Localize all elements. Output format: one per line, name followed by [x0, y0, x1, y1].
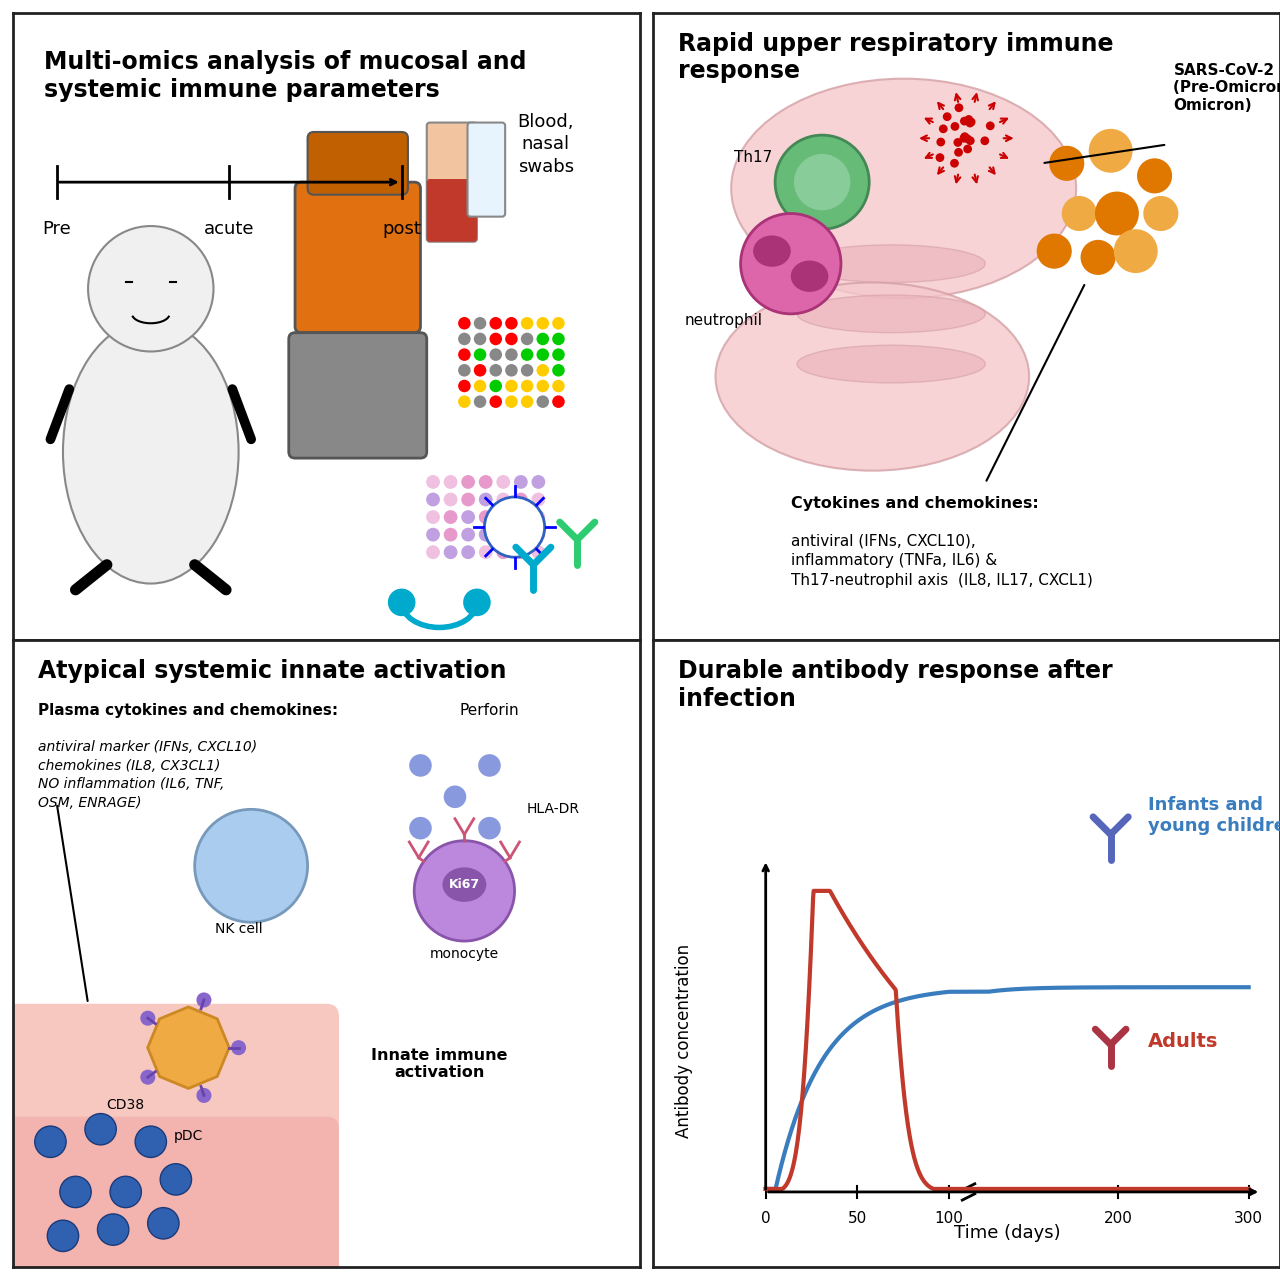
- Text: Multi-omics analysis of mucosal and
systemic immune parameters: Multi-omics analysis of mucosal and syst…: [44, 50, 526, 102]
- Circle shape: [776, 136, 869, 229]
- Circle shape: [552, 364, 564, 376]
- Circle shape: [536, 396, 549, 408]
- Circle shape: [160, 1164, 192, 1196]
- Circle shape: [461, 493, 475, 507]
- Circle shape: [531, 545, 545, 559]
- Circle shape: [521, 396, 534, 408]
- Circle shape: [479, 527, 493, 541]
- Ellipse shape: [731, 78, 1076, 298]
- Text: 0: 0: [760, 1211, 771, 1226]
- Circle shape: [1080, 239, 1116, 275]
- Text: post: post: [383, 220, 421, 238]
- Circle shape: [1061, 196, 1097, 232]
- Circle shape: [489, 396, 502, 408]
- Circle shape: [531, 527, 545, 541]
- Circle shape: [506, 380, 517, 392]
- Circle shape: [531, 511, 545, 524]
- Circle shape: [552, 333, 564, 346]
- Text: Innate immune
activation: Innate immune activation: [371, 1047, 508, 1080]
- Circle shape: [474, 333, 486, 346]
- Circle shape: [515, 475, 527, 489]
- Ellipse shape: [63, 320, 238, 584]
- Text: Infants and
young children: Infants and young children: [1148, 796, 1280, 835]
- Circle shape: [479, 511, 493, 524]
- Circle shape: [1137, 159, 1172, 193]
- Text: 50: 50: [847, 1211, 867, 1226]
- Circle shape: [536, 317, 549, 329]
- Circle shape: [474, 396, 486, 408]
- Text: Plasma cytokines and chemokines:: Plasma cytokines and chemokines:: [38, 703, 338, 718]
- Circle shape: [461, 545, 475, 559]
- Text: neutrophil: neutrophil: [684, 312, 762, 328]
- Circle shape: [195, 809, 307, 922]
- FancyBboxPatch shape: [296, 182, 421, 333]
- Circle shape: [84, 1114, 116, 1144]
- Circle shape: [515, 493, 527, 507]
- Circle shape: [479, 754, 500, 777]
- Circle shape: [458, 380, 471, 392]
- Circle shape: [954, 148, 963, 156]
- Circle shape: [461, 527, 475, 541]
- Circle shape: [458, 364, 471, 376]
- Circle shape: [489, 333, 502, 346]
- Text: Antibody concentration: Antibody concentration: [675, 945, 694, 1138]
- Text: SARS-CoV-2
(Pre-Omicron &
Omicron): SARS-CoV-2 (Pre-Omicron & Omicron): [1174, 63, 1280, 113]
- Text: NK cell: NK cell: [215, 922, 262, 936]
- Circle shape: [506, 364, 517, 376]
- Text: 200: 200: [1103, 1211, 1133, 1226]
- Text: CD38: CD38: [106, 1098, 145, 1112]
- Circle shape: [458, 396, 471, 408]
- Circle shape: [444, 475, 457, 489]
- Circle shape: [1037, 233, 1071, 269]
- Ellipse shape: [797, 294, 986, 333]
- Circle shape: [1094, 192, 1139, 236]
- Circle shape: [35, 1126, 67, 1157]
- Circle shape: [964, 115, 973, 124]
- Circle shape: [110, 1176, 141, 1207]
- Text: Ki67: Ki67: [449, 878, 480, 891]
- Circle shape: [531, 493, 545, 507]
- Circle shape: [426, 545, 440, 559]
- Circle shape: [489, 380, 502, 392]
- Ellipse shape: [88, 227, 214, 352]
- Circle shape: [426, 493, 440, 507]
- Circle shape: [536, 364, 549, 376]
- Circle shape: [461, 475, 475, 489]
- Circle shape: [458, 348, 471, 361]
- Circle shape: [444, 786, 466, 808]
- Circle shape: [497, 493, 511, 507]
- Circle shape: [794, 154, 850, 210]
- Circle shape: [489, 364, 502, 376]
- Circle shape: [965, 119, 974, 128]
- Text: Perforin: Perforin: [460, 703, 520, 718]
- Circle shape: [937, 138, 945, 146]
- Circle shape: [980, 137, 989, 145]
- Circle shape: [531, 475, 545, 489]
- Circle shape: [515, 545, 527, 559]
- Circle shape: [497, 545, 511, 559]
- Circle shape: [506, 396, 517, 408]
- Circle shape: [954, 138, 963, 147]
- Text: Time (days): Time (days): [954, 1224, 1061, 1242]
- Ellipse shape: [443, 868, 486, 902]
- Circle shape: [444, 493, 457, 507]
- Circle shape: [426, 475, 440, 489]
- Circle shape: [489, 348, 502, 361]
- Circle shape: [960, 132, 969, 141]
- Circle shape: [1050, 146, 1084, 180]
- Circle shape: [232, 1041, 246, 1055]
- Text: antiviral marker (IFNs, CXCL10)
chemokines (IL8, CX3CL1)
NO inflammation (IL6, T: antiviral marker (IFNs, CXCL10) chemokin…: [38, 740, 257, 809]
- Ellipse shape: [797, 244, 986, 283]
- Circle shape: [1089, 129, 1133, 173]
- Circle shape: [489, 317, 502, 329]
- Circle shape: [497, 527, 511, 541]
- Circle shape: [97, 1213, 129, 1245]
- Circle shape: [960, 116, 969, 125]
- FancyBboxPatch shape: [0, 1004, 339, 1280]
- Circle shape: [521, 317, 534, 329]
- Circle shape: [410, 817, 431, 840]
- Circle shape: [521, 333, 534, 346]
- Text: 300: 300: [1234, 1211, 1263, 1226]
- Text: Rapid upper respiratory immune
response: Rapid upper respiratory immune response: [678, 32, 1114, 83]
- Circle shape: [60, 1176, 91, 1207]
